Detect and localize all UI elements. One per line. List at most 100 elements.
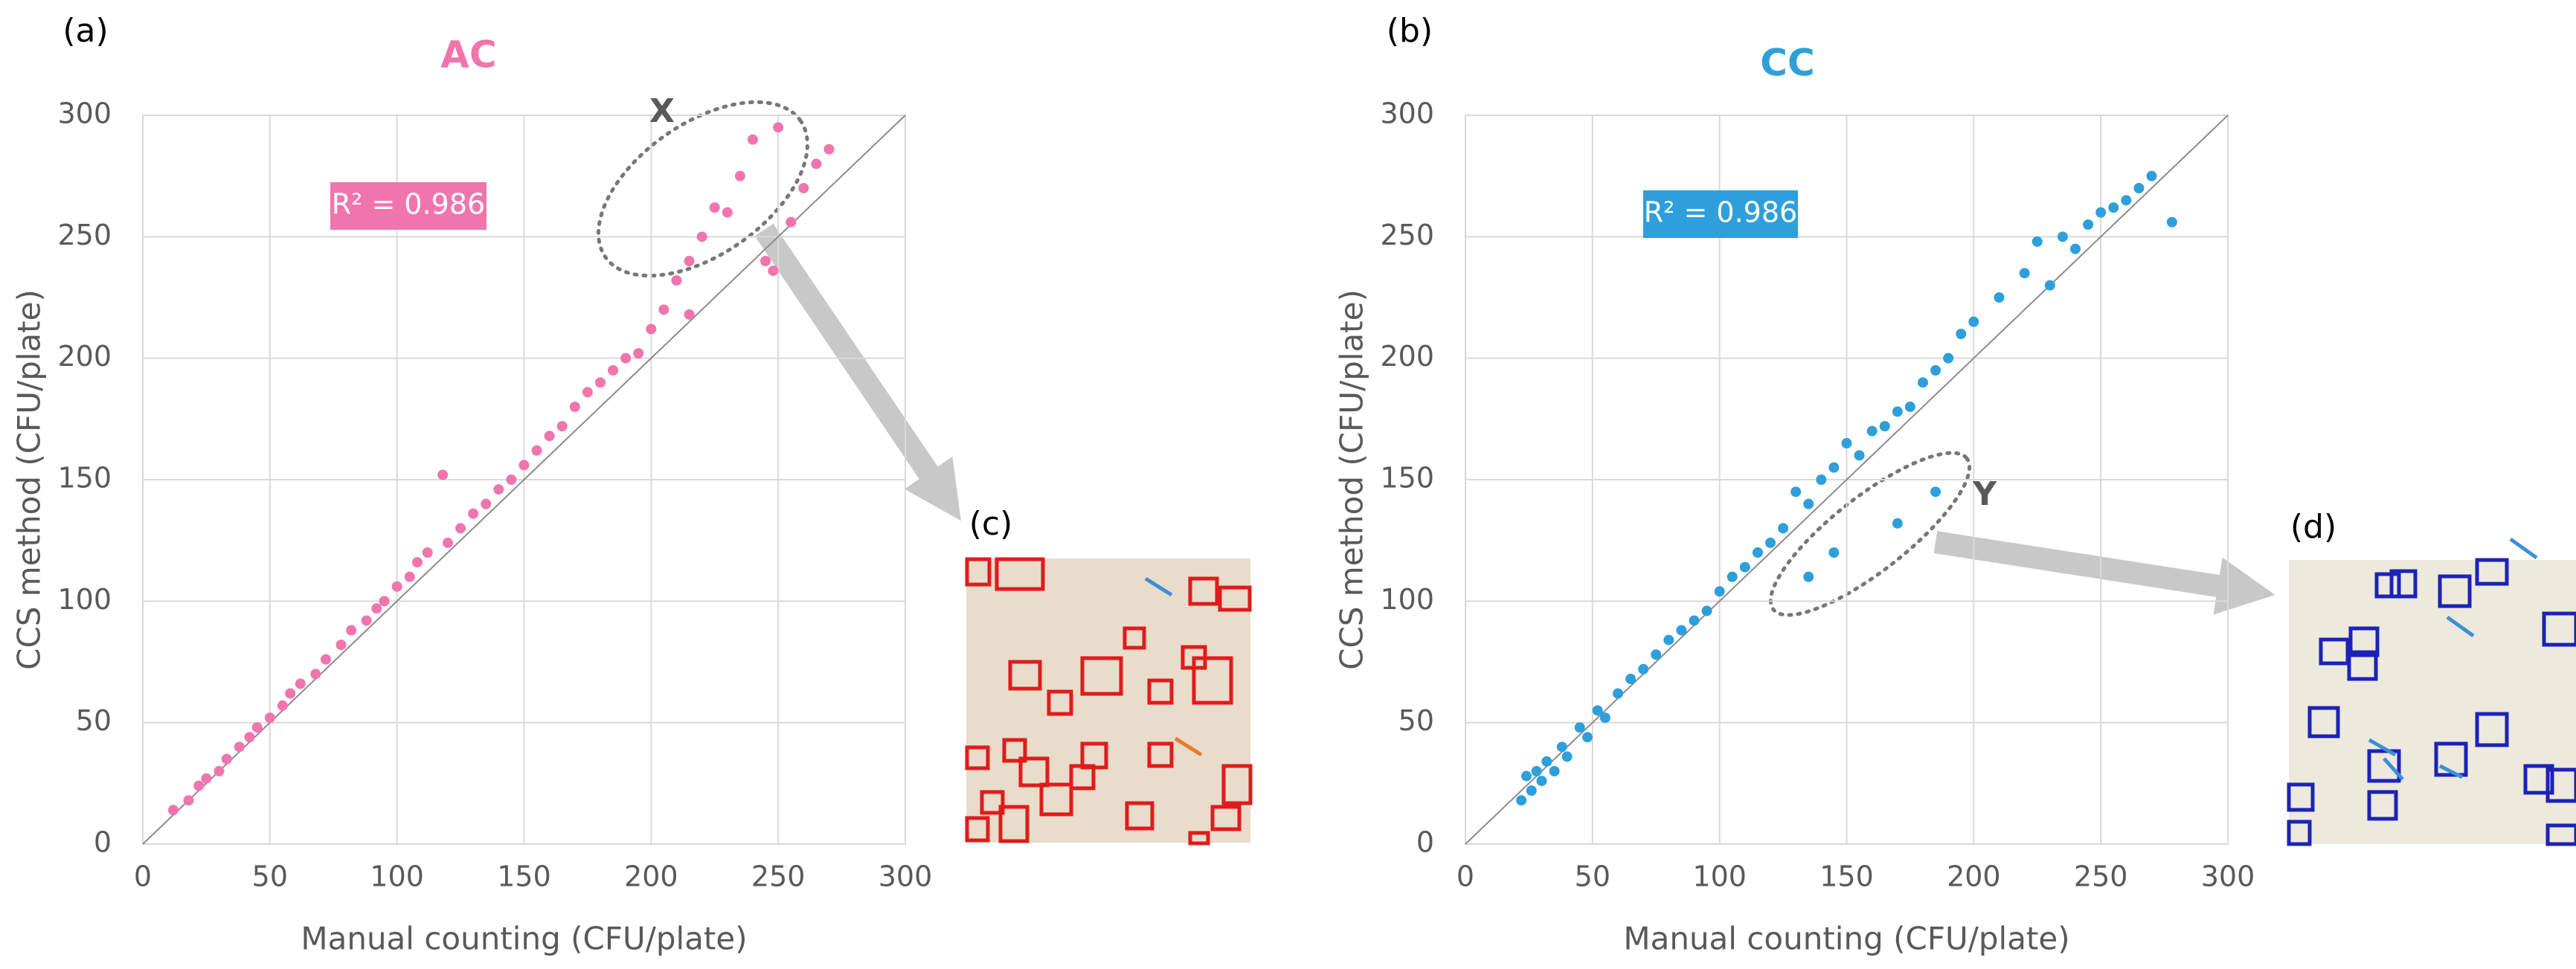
annotation-box [1643,190,1798,238]
x-axis-title: Manual counting (CFU/plate) [301,921,747,957]
data-point [684,256,695,266]
data-point [2070,243,2081,254]
plot: 0 50 100 150 200 250 300 0 50 100 150 200 250 300 Manu… [1334,12,2337,957]
data-point [1613,688,1623,699]
data-point [371,603,382,614]
data-point [1879,421,1890,432]
data-point [608,365,619,376]
x-tick-label: 150 [497,860,551,893]
data-point [1516,795,1527,806]
inset-image-c [965,557,1253,846]
data-point [544,431,555,442]
data-point [518,460,530,471]
data-point [2044,280,2055,291]
y-tick-label: 200 [57,340,112,373]
x-tick-label: 50 [1575,860,1610,893]
y-tick-label: 150 [57,462,112,495]
data-point [213,766,225,776]
data-point [1574,722,1585,733]
callout-arrow [1933,531,2275,615]
data-point [768,265,779,277]
x-tick-label: 250 [751,860,806,893]
data-point [582,387,593,398]
data-point [569,402,580,412]
annotation: R² = 0.986 [332,188,485,221]
data-point [646,323,657,335]
data-point [1599,712,1610,724]
y-axis-title: CCS method (CFU/plate) [1334,289,1370,670]
y-tick-label: 300 [57,97,112,130]
data-point [1531,766,1542,776]
identity-line [1465,115,2229,845]
data-point [437,469,449,480]
data-point [1592,705,1603,716]
data-point [1701,605,1712,617]
x-tick-label: 200 [624,860,678,893]
data-point [1582,732,1593,743]
x-tick-label: 250 [2074,860,2128,893]
y-tick-label: 200 [1380,340,1434,373]
data-point [2031,236,2043,247]
data-point [734,170,745,181]
data-point [1828,462,1840,473]
x-tick-label: 150 [1819,860,1874,893]
data-point [2121,195,2132,206]
inset-label: (c) [969,505,1013,543]
data-point [1994,292,2005,303]
data-point [1752,547,1763,558]
data-point [1663,634,1674,646]
data-point [443,537,453,548]
data-point [2133,183,2145,193]
data-point [412,557,423,568]
data-point [1526,785,1537,796]
annotation-box [330,182,486,230]
x-tick-label: 0 [134,860,152,893]
data-point [1803,498,1814,509]
data-point [1866,425,1878,437]
data-point [2166,216,2177,228]
y-tick-label: 0 [1416,826,1434,859]
data-point [285,688,296,699]
data-point [671,275,682,286]
data-point [506,474,517,485]
data-point [823,144,835,155]
data-point [798,183,809,193]
data-point [468,508,479,519]
data-point [1536,776,1547,787]
data-point [1521,770,1532,782]
annotation: R² = 0.986 [1644,196,1797,229]
panel-label: (b) [1387,12,1433,50]
data-point [310,669,321,680]
y-tick-label: 250 [1380,219,1434,251]
y-axis-title: CCS method (CFU/plate) [11,289,48,670]
data-point [1689,615,1700,626]
y-tick-label: 0 [94,826,112,859]
chart-title: CC [1760,42,1814,85]
x-tick-label: 100 [1692,860,1747,893]
x-tick-label: 200 [1947,860,2001,893]
data-point [168,805,179,816]
data-point [346,625,357,636]
data-point [1676,625,1687,636]
data-point [1739,561,1750,573]
data-point [221,753,232,764]
data-point [1930,365,1941,376]
data-point [1930,486,1941,498]
data-point [1904,402,1915,412]
data-point [1765,537,1776,548]
x-tick-label: 100 [370,860,424,893]
callout-arrow [754,223,961,521]
data-point [1968,316,1979,327]
x-tick-label: 0 [1456,860,1474,893]
y-tick-label: 300 [1380,97,1434,130]
data-point [422,547,433,558]
data-point [2057,231,2068,242]
data-point [1918,377,1928,388]
data-point [2108,202,2119,213]
data-point [321,654,331,665]
ellipse-label: X [649,92,675,130]
data-point [1561,751,1573,762]
data-point [361,615,372,626]
plot: 0 50 100 150 200 250 300 0 50 100 150 200 250 300 Manu… [11,12,1013,957]
data-point [1549,766,1560,776]
